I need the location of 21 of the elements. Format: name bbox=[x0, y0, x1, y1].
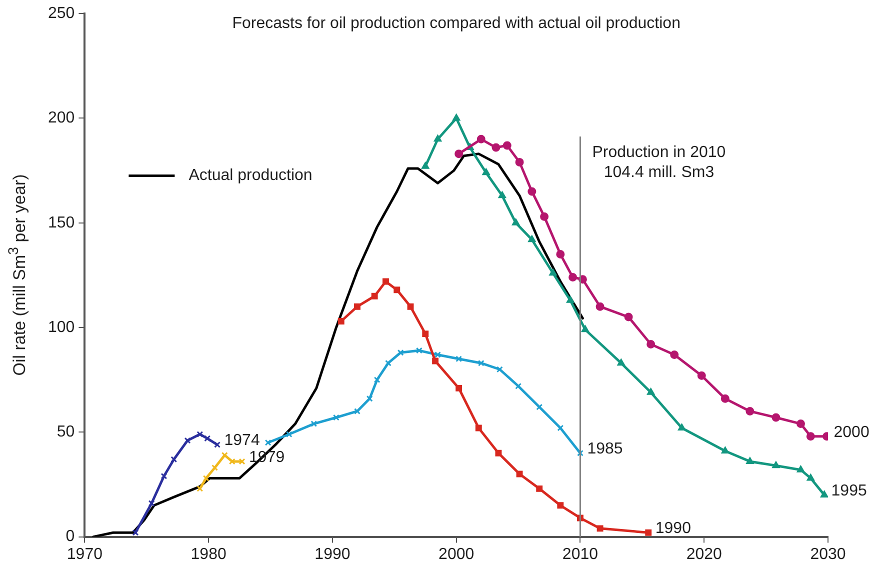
series-label: 1974 bbox=[224, 432, 260, 450]
series-label: 1995 bbox=[831, 482, 867, 500]
ref-line-label: Production in 2010 104.4 mill. Sm3 bbox=[592, 144, 726, 181]
x-tick-label: 1990 bbox=[314, 546, 350, 563]
x-tick-label: 2010 bbox=[562, 546, 598, 563]
y-tick-label: 150 bbox=[48, 214, 75, 232]
y-tick-label: 250 bbox=[48, 5, 75, 22]
x-tick-label: 2030 bbox=[810, 546, 846, 563]
y-tick-label: 100 bbox=[48, 318, 75, 336]
y-tick-label: 0 bbox=[66, 528, 75, 546]
legend-label: Actual production bbox=[188, 167, 312, 184]
x-tick-label: 1970 bbox=[66, 546, 103, 563]
series-label: 1985 bbox=[587, 440, 623, 458]
x-tick-label: 2000 bbox=[438, 546, 474, 563]
y-tick-label: 50 bbox=[56, 424, 75, 441]
x-tick-label: 1980 bbox=[190, 546, 226, 563]
series-label: 1990 bbox=[655, 520, 692, 538]
y-tick-label: 200 bbox=[48, 110, 75, 127]
x-tick-label: 2020 bbox=[686, 546, 722, 563]
series-label: 2000 bbox=[834, 424, 870, 441]
chart-title: Forecasts for oil production compared with actual oil production bbox=[232, 15, 680, 32]
